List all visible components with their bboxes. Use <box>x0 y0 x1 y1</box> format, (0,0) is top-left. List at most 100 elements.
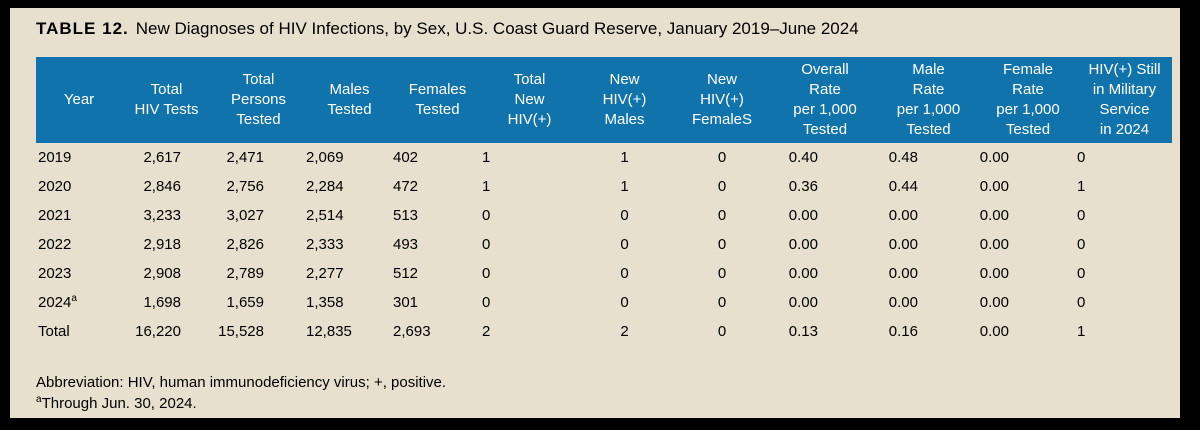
data-cell: 0 <box>482 236 491 253</box>
table-row: 2021 3,233 3,027 2,514 513 0 0 0 0.00 0.00 0.00 0 <box>36 201 1172 230</box>
hiv-diagnoses-table: Year Total HIV Tests Total Persons Teste… <box>36 57 1172 346</box>
column-header-new-hiv-males: New HIV(+) Males <box>577 57 672 143</box>
data-cell: 0.16 <box>888 323 918 340</box>
data-cell: 3,027 <box>226 207 264 224</box>
data-cell: 0.40 <box>788 149 818 166</box>
footnote-date-range: aThrough Jun. 30, 2024. <box>36 393 1180 414</box>
data-cell: 2 <box>620 323 629 340</box>
data-cell: 1,659 <box>226 294 264 311</box>
data-cell: 0 <box>620 207 629 224</box>
column-header-total-hiv-tests: Total HIV Tests <box>122 57 211 143</box>
data-cell: 512 <box>393 265 419 282</box>
data-cell: 493 <box>393 236 419 253</box>
data-cell: 12,835 <box>306 323 352 340</box>
table-header-row: Year Total HIV Tests Total Persons Teste… <box>36 57 1172 143</box>
year-superscript: a <box>71 293 77 304</box>
data-cell: 2,617 <box>143 149 181 166</box>
data-cell: 0 <box>717 207 727 224</box>
data-cell: 2,846 <box>143 178 181 195</box>
data-cell: 1 <box>482 149 491 166</box>
column-header-total-persons-tested: Total Persons Tested <box>211 57 306 143</box>
data-cell: 0.00 <box>979 149 1009 166</box>
data-cell: 3,233 <box>143 207 181 224</box>
year-label: 2021 <box>38 207 72 224</box>
data-cell: 16,220 <box>135 323 181 340</box>
column-header-female-rate: Female Rate per 1,000 Tested <box>979 57 1077 143</box>
footnote-abbreviation: Abbreviation: HIV, human immunodeficienc… <box>36 372 1180 393</box>
year-label: 2020 <box>38 178 72 195</box>
data-cell: 0.00 <box>979 178 1009 195</box>
data-cell: 0 <box>482 265 491 282</box>
data-cell: 1 <box>620 149 629 166</box>
data-cell: 1,358 <box>306 294 344 311</box>
year-cell: 2021 <box>36 201 122 230</box>
data-cell: 2,514 <box>306 207 344 224</box>
data-cell: 0 <box>482 294 491 311</box>
year-cell: 2023 <box>36 259 122 288</box>
data-cell: 0.00 <box>788 207 818 224</box>
data-cell: 0 <box>717 323 727 340</box>
data-cell: 2,471 <box>226 149 264 166</box>
data-cell: 0 <box>1077 294 1086 311</box>
data-cell: 15,528 <box>218 323 264 340</box>
data-cell: 0 <box>717 265 727 282</box>
data-cell: 1,698 <box>143 294 181 311</box>
data-cell: 0 <box>482 207 491 224</box>
year-cell: 2019 <box>36 143 122 172</box>
data-cell: 2,908 <box>143 265 181 282</box>
data-cell: 0.48 <box>888 149 918 166</box>
table-row: 2024a 1,698 1,659 1,358 301 0 0 0 0.00 0.00 0.00 0 <box>36 288 1172 317</box>
data-cell: 0 <box>1077 149 1086 166</box>
data-cell: 0.00 <box>979 294 1009 311</box>
data-cell: 0 <box>620 236 629 253</box>
table-number-label: TABLE 12. <box>36 19 129 38</box>
year-cell: Total <box>36 317 122 346</box>
data-cell: 0.00 <box>888 236 918 253</box>
data-cell: 0.00 <box>979 323 1009 340</box>
data-cell: 0 <box>620 294 629 311</box>
column-header-overall-rate: Overall Rate per 1,000 Tested <box>772 57 878 143</box>
table-title-text: New Diagnoses of HIV Infections, by Sex,… <box>135 19 859 38</box>
table-body: 2019 2,617 2,471 2,069 402 1 1 0 0.40 0.48 0.00 0 20… <box>36 143 1172 346</box>
data-cell: 2,284 <box>306 178 344 195</box>
data-cell: 1 <box>620 178 629 195</box>
data-cell: 2,826 <box>226 236 264 253</box>
footnote-2-superscript: a <box>36 394 42 405</box>
column-header-new-hiv-females: New HIV(+) FemaleS <box>672 57 772 143</box>
footnotes: Abbreviation: HIV, human immunodeficienc… <box>36 372 1180 414</box>
footnote-2-text: Through Jun. 30, 2024. <box>41 395 197 412</box>
data-cell: 2,333 <box>306 236 344 253</box>
data-cell: 402 <box>393 149 419 166</box>
data-cell: 1 <box>482 178 491 195</box>
year-label: 2019 <box>38 149 72 166</box>
data-cell: 513 <box>393 207 419 224</box>
data-cell: 0.00 <box>788 265 818 282</box>
data-cell: 0 <box>717 149 727 166</box>
data-cell: 0 <box>1077 236 1086 253</box>
data-cell: 2 <box>482 323 491 340</box>
table-row: 2019 2,617 2,471 2,069 402 1 1 0 0.40 0.48 0.00 0 <box>36 143 1172 172</box>
data-cell: 0 <box>1077 207 1086 224</box>
data-cell: 0.00 <box>979 265 1009 282</box>
data-cell: 0 <box>717 294 727 311</box>
data-cell: 0 <box>1077 265 1086 282</box>
table-page: TABLE 12. New Diagnoses of HIV Infections… <box>10 8 1180 418</box>
data-cell: 1 <box>1077 178 1086 195</box>
data-cell: 2,756 <box>226 178 264 195</box>
data-cell: 2,918 <box>143 236 181 253</box>
data-cell: 2,693 <box>393 323 431 340</box>
table-row: 2023 2,908 2,789 2,277 512 0 0 0 0.00 0.00 0.00 0 <box>36 259 1172 288</box>
data-cell: 0 <box>717 236 727 253</box>
data-cell: 0.00 <box>788 236 818 253</box>
column-header-females-tested: Females Tested <box>393 57 482 143</box>
data-cell: 472 <box>393 178 419 195</box>
column-header-year: Year <box>36 57 122 143</box>
data-cell: 1 <box>1077 323 1086 340</box>
data-cell: 0.00 <box>979 236 1009 253</box>
column-header-males-tested: Males Tested <box>306 57 393 143</box>
data-cell: 0.36 <box>788 178 818 195</box>
year-cell: 2020 <box>36 172 122 201</box>
column-header-total-new-hiv: Total New HIV(+) <box>482 57 577 143</box>
data-cell: 0 <box>620 265 629 282</box>
